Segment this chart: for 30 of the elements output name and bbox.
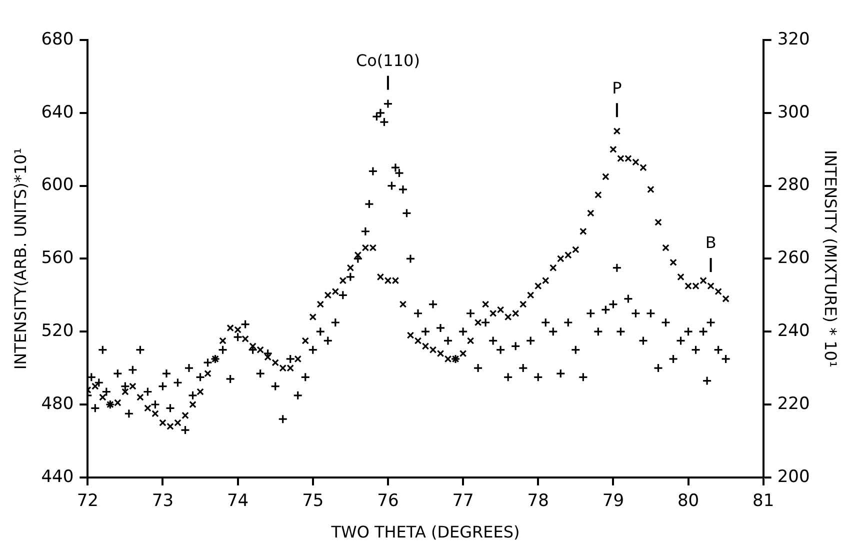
y2-tick-label: 220: [777, 394, 810, 414]
y-tick-label: 440: [41, 466, 74, 487]
y-tick-label: 600: [41, 175, 74, 196]
y2-tick-label: 200: [777, 466, 810, 487]
y-tick-label: 680: [41, 29, 74, 50]
y-tick-label: 520: [41, 321, 74, 342]
x-tick-label: 72: [76, 491, 98, 512]
y-tick-label: 560: [41, 248, 74, 268]
x-tick-label: 75: [302, 491, 324, 512]
annotation: P: [612, 78, 622, 98]
x-tick-label: 74: [226, 491, 249, 512]
y-tick-label: 640: [41, 102, 74, 122]
y2-axis-title: INTENSITY (MIXTURE) * 10¹: [821, 150, 840, 368]
x-axis-title: TWO THETA (DEGREES): [330, 522, 520, 542]
x-tick-label: 79: [602, 491, 624, 512]
x-tick-label: 73: [152, 491, 174, 512]
annotation: B: [705, 233, 716, 252]
y-axis-title: INTENSITY(ARB. UNITS)*10¹: [10, 148, 30, 370]
x-tick-label: 80: [677, 491, 700, 512]
x-tick-label: 78: [527, 491, 549, 512]
annotation: Co(110): [356, 50, 420, 70]
y2-tick-label: 280: [777, 175, 810, 196]
y2-tick-label: 240: [777, 321, 810, 342]
y-tick-label: 480: [41, 394, 74, 414]
x-tick-label: 77: [452, 491, 474, 512]
y2-tick-label: 260: [777, 248, 810, 268]
y2-tick-label: 300: [777, 102, 810, 122]
x-tick-label: 76: [377, 491, 399, 512]
y2-tick-label: 320: [777, 29, 810, 50]
x-tick-label: 81: [752, 491, 774, 512]
